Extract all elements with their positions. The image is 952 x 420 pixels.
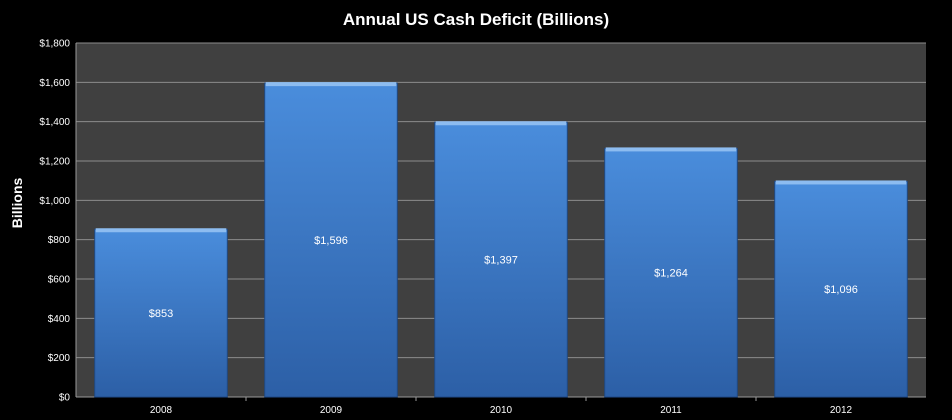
bar <box>264 82 398 398</box>
y-tick-label: $1,600 <box>39 78 70 89</box>
bar-highlight <box>605 147 737 152</box>
bar <box>774 180 908 398</box>
data-labels: $853 $1,596 $1,397 $1,264 $1,096 <box>149 235 858 320</box>
y-tick-label: $0 <box>59 393 71 404</box>
x-tick-label: 2011 <box>660 405 682 416</box>
bar-highlight <box>775 180 907 185</box>
bar <box>604 147 738 398</box>
bar-highlight <box>435 121 567 126</box>
y-tick-label: $1,000 <box>39 196 70 207</box>
y-tick-label: $1,800 <box>39 39 70 50</box>
bar-highlight <box>265 82 397 87</box>
data-label: $853 <box>149 308 173 320</box>
data-label: $1,096 <box>824 284 858 296</box>
data-label: $1,264 <box>654 268 688 280</box>
x-tick-label: 2009 <box>320 405 343 416</box>
data-label: $1,397 <box>484 255 518 267</box>
y-tick-label: $200 <box>48 353 71 364</box>
y-tick-label: $400 <box>48 314 71 325</box>
y-tick-labels: $0 $200 $400 $600 $800 $1,000 $1,200 $1,400 $1,6… <box>39 39 70 404</box>
y-tick-label: $1,200 <box>39 157 70 168</box>
x-tick-label: 2008 <box>150 405 173 416</box>
bar-highlight <box>95 228 227 233</box>
x-tick-label: 2010 <box>490 405 513 416</box>
bars <box>94 82 908 398</box>
y-tick-label: $800 <box>48 235 71 246</box>
data-label: $1,596 <box>314 235 348 247</box>
y-tick-label: $600 <box>48 275 71 286</box>
bar <box>434 121 568 398</box>
chart-title: Annual US Cash Deficit (Billions) <box>343 10 609 29</box>
y-axis-label: Billions <box>9 178 25 229</box>
x-tick-label: 2012 <box>830 405 853 416</box>
y-tick-label: $1,400 <box>39 117 70 128</box>
x-tick-labels: 2008 2009 2010 2011 2012 <box>150 405 853 416</box>
